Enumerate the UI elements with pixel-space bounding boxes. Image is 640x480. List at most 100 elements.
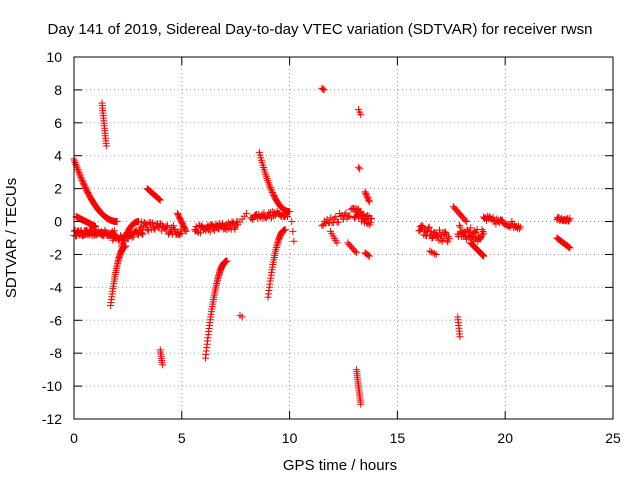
x-tick-label: 25 [605, 430, 621, 446]
y-tick-label: -10 [42, 378, 62, 394]
data-point-arc-18.5h [479, 251, 487, 259]
data-point-arc-rise-2.2h [121, 233, 129, 241]
data-point-arc-decay-0h [74, 165, 82, 173]
data-point-band-11.5h-13h [327, 214, 335, 222]
data-point-arc-decay-0h [79, 178, 87, 186]
data-point-band-3h-5h [169, 222, 177, 230]
data-point-band-19h-20.7h [516, 223, 524, 231]
data-point-band-17.8h-19h [456, 223, 464, 231]
data-point-band-11.5h-13h [339, 215, 347, 223]
data-point-band-1.8h-3h [130, 233, 138, 241]
data-point-spike-11.6h [319, 85, 327, 93]
data-point-band-3h-5h [164, 222, 172, 230]
data-point-arc-decay-0h [77, 173, 85, 181]
data-point-arc-3.4h [155, 195, 163, 203]
data-point-band-0h-2h [85, 231, 93, 239]
data-points [70, 84, 574, 408]
data-point-arc-18.5h [480, 252, 488, 260]
data-point-point-7.8h [238, 313, 246, 321]
y-tick-label: -4 [50, 279, 63, 295]
data-point-arc-3.4h [156, 196, 164, 204]
data-point-points-10h [290, 237, 298, 245]
data-point-band-17.8h-19h [456, 221, 464, 229]
data-point-arc-5h [182, 227, 190, 235]
data-point-arc-13.7h-up [365, 198, 373, 206]
data-point-arc-rise-6.1h [223, 257, 231, 265]
data-point-spike-17.9h [456, 333, 464, 341]
data-point-band-3h-5h [174, 230, 182, 238]
data-point-band-16h-17.5h [438, 237, 446, 245]
data-point-band-13h-13.8h [361, 216, 369, 224]
data-point-spike-1.3h [102, 142, 110, 150]
x-axis-title: GPS time / hours [283, 457, 397, 474]
data-point-arc-13.6h-down [365, 252, 373, 260]
data-point-arc-decay-0h [76, 170, 84, 178]
y-tick-label: 2 [54, 181, 62, 197]
data-point-band-0h-2h [110, 227, 118, 235]
y-tick-labels: -12 -10 -8 -6 -4 -2 0 2 4 6 8 10 [42, 49, 62, 427]
data-point-band-17.8h-19h [480, 229, 488, 237]
x-tick-label: 5 [178, 430, 186, 446]
data-point-arc-decay-0h [71, 157, 79, 165]
y-tick-label: -6 [50, 312, 63, 328]
plot-frame [73, 56, 614, 420]
data-point-band-17.8h-19h [460, 228, 468, 236]
x-tick-label: 10 [282, 430, 298, 446]
data-point-band-3h-5h [144, 227, 152, 235]
data-point-band-17.8h-19h [464, 227, 472, 235]
data-point-band-3h-5h [178, 229, 186, 237]
y-tick-label: 10 [46, 49, 62, 65]
data-point-band-5.5h-7.5h [231, 225, 239, 233]
data-point-band-3h-5h [170, 225, 178, 233]
data-point-band-16h-17.5h [425, 223, 433, 231]
data-point-band-11.5h-13h [318, 222, 326, 230]
data-point-band-8h-10h [283, 208, 291, 216]
data-point-arc-16.6h [429, 249, 437, 257]
data-point-arc-5h [181, 226, 189, 234]
data-point-arc-rise-2.2h [120, 235, 128, 243]
y-axis-title: SDTVAR / TECUs [3, 178, 20, 298]
y-tick-label: -8 [50, 345, 63, 361]
data-point-band-8h-10h [283, 212, 291, 220]
data-point-arc-decay-8.6h [266, 184, 274, 192]
data-point-arc-3.4h [156, 196, 164, 204]
data-point-band-5.5h-7.5h [194, 227, 202, 235]
x-tick-label: 15 [390, 430, 406, 446]
data-point-band-17.8h-19h [479, 227, 487, 235]
data-point-band-5.5h-7.5h [229, 220, 237, 228]
data-point-arc-decay-0h [113, 218, 121, 226]
data-point-band-22.5h-23h [566, 214, 574, 222]
axis-ticks [73, 56, 614, 420]
data-point-arc-decay-8.6h [266, 182, 274, 190]
data-point-arc-decay-8.6h [268, 187, 276, 195]
data-point-point-13.2h [355, 163, 363, 171]
data-point-arc-12h [333, 239, 341, 247]
data-point-points-10h [289, 227, 297, 235]
data-point-arc-22.6h [566, 244, 574, 252]
data-point-band-16h-17.5h [444, 238, 452, 246]
data-point-arc-16.6h [431, 250, 439, 258]
x-tick-label: 20 [497, 430, 513, 446]
data-point-band-5.5h-7.5h [197, 229, 205, 237]
data-point-arc-22.6h [564, 243, 572, 251]
data-point-band-3h-5h [163, 223, 171, 231]
data-point-arc-18.5h [479, 252, 487, 260]
x-tick-label: 0 [70, 430, 78, 446]
data-point-arc-13.6h-down [364, 251, 372, 259]
data-point-band-17.8h-19h [467, 224, 475, 232]
data-point-arc-12.8h [351, 247, 359, 255]
data-point-band-3h-5h [165, 229, 173, 237]
x-tick-labels: 0 5 10 15 20 25 [70, 430, 621, 446]
data-point-band-5.5h-7.5h [212, 220, 220, 228]
data-point-band-17.8h-19h [466, 228, 474, 236]
data-point-band-3h-5h [151, 225, 159, 233]
y-tick-label: 4 [54, 148, 62, 164]
data-point-arc-17.7h [462, 218, 470, 226]
data-point-arc-17.7h [461, 216, 469, 224]
data-point-arc-decay-8.6h [267, 185, 275, 193]
y-tick-label: -12 [42, 411, 62, 427]
data-point-arc-18.5h [478, 250, 486, 258]
data-point-band-13h-13.8h [363, 211, 371, 219]
data-point-arc-decay-0h [77, 175, 85, 183]
